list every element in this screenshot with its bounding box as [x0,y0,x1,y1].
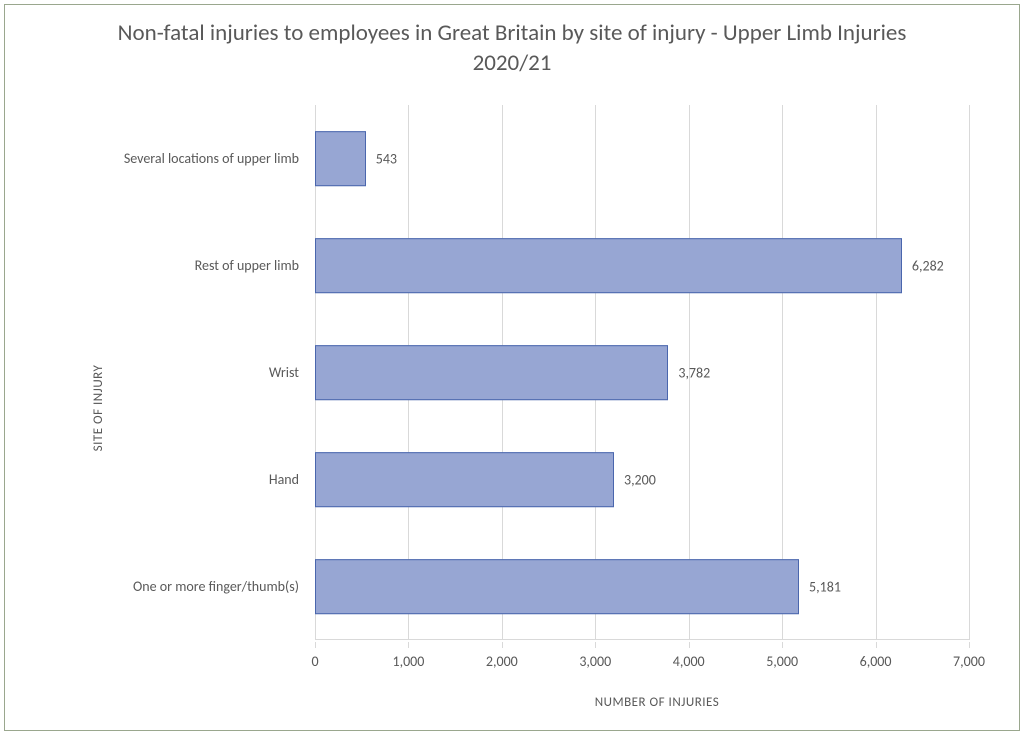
bar-value-label: 6,282 [912,257,944,274]
x-tick [876,642,877,648]
x-tick-label: 3,000 [579,653,611,670]
y-category-label: One or more finger/thumb(s) [85,533,307,640]
bar [315,452,614,508]
x-tick-label: 5,000 [766,653,798,670]
bar-row: 6,282 [315,212,969,319]
plot-wrap: SITE OF INJURY Several locations of uppe… [55,105,999,710]
bar [315,345,668,401]
y-category-label: Wrist [85,319,307,426]
x-tick [782,642,783,648]
x-tick [502,642,503,648]
chart-title: Non-fatal injuries to employees in Great… [5,5,1019,87]
y-category-label: Hand [85,426,307,533]
bar-value-label: 3,200 [624,471,656,488]
x-tick [408,642,409,648]
x-tick-label: 4,000 [673,653,705,670]
bar-row: 3,782 [315,319,969,426]
bar-row: 3,200 [315,426,969,533]
x-tick-label: 0 [311,653,318,670]
y-category-label: Rest of upper limb [85,212,307,319]
x-tick [315,642,316,648]
bar-row: 543 [315,105,969,212]
plot-area: 5436,2823,7823,2005,181 01,0002,0003,000… [315,105,969,640]
bar [315,559,799,615]
x-tick-label: 2,000 [486,653,518,670]
x-tick [689,642,690,648]
x-axis-title: NUMBER OF INJURIES [315,695,999,710]
x-tick [595,642,596,648]
x-tick-label: 1,000 [392,653,424,670]
bar-row: 5,181 [315,533,969,640]
x-tick [969,642,970,648]
bar-value-label: 543 [376,150,397,167]
bar-value-label: 5,181 [809,578,841,595]
chart-container: Non-fatal injuries to employees in Great… [4,4,1020,731]
bar [315,238,902,294]
bar [315,131,366,187]
y-category-label: Several locations of upper limb [85,105,307,212]
bars-group: 543 6,282 3,782 3,200 5,181 [315,105,969,640]
gridline [969,105,970,640]
x-tick-label: 7,000 [953,653,985,670]
x-tick-label: 6,000 [860,653,892,670]
bar-value-label: 3,782 [678,364,710,381]
y-axis-labels: Several locations of upper limb Rest of … [85,105,307,640]
